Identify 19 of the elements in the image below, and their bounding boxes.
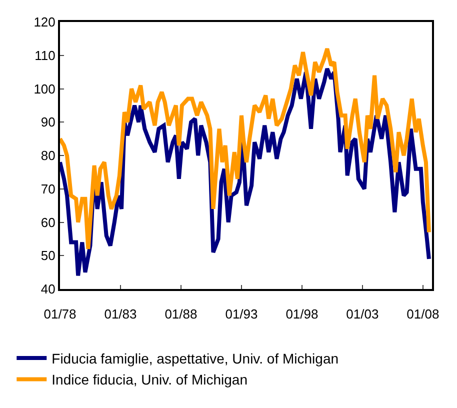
y-tick-label: 40	[40, 282, 56, 297]
x-tick-label: 01/78	[44, 306, 76, 322]
y-tick-label: 90	[40, 114, 56, 130]
y-tick-label: 70	[40, 181, 56, 196]
x-tick-label: 01/88	[164, 306, 198, 322]
x-tick-label: 01/83	[104, 306, 137, 322]
x-tick-label: 01/93	[225, 306, 258, 322]
y-tick-label: 60	[40, 214, 56, 230]
x-tick-label: 01/98	[286, 306, 318, 322]
x-tick-label: 01/03	[346, 306, 379, 322]
y-tick-label: 120	[34, 14, 56, 30]
y-tick-label: 80	[40, 148, 56, 164]
legend-label: Indice fiducia, Univ. of Michigan	[52, 372, 248, 388]
y-tick-label: 50	[40, 248, 56, 264]
x-tick-label: 01/08	[406, 306, 440, 322]
y-tick-label: 100	[34, 81, 56, 96]
line-series	[60, 46, 431, 251]
legend-label: Fiducia famiglie, aspettative, Univ. of Michigan	[52, 350, 339, 366]
y-tick-label: 110	[34, 48, 56, 63]
